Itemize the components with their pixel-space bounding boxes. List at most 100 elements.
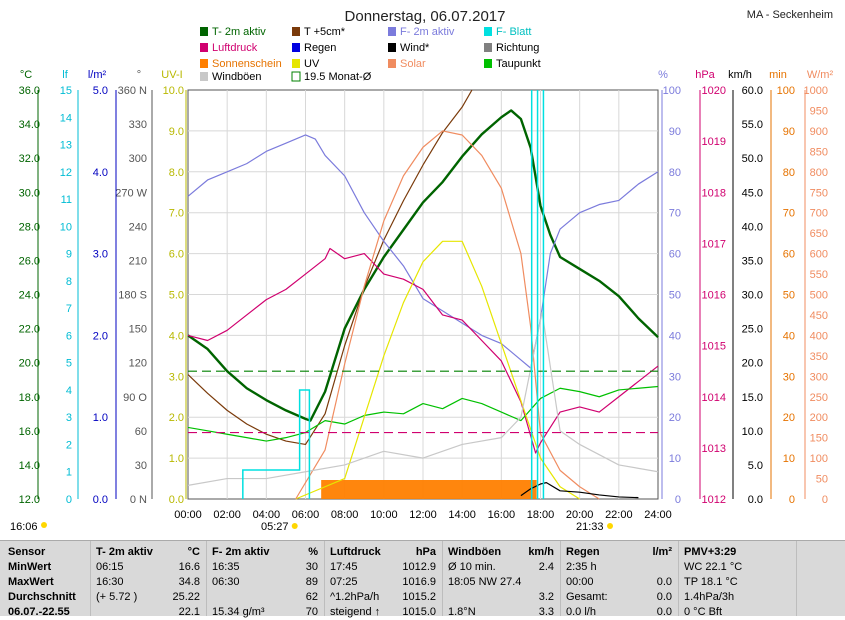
legend-label: T- 2m aktiv xyxy=(212,26,266,38)
stats-rain-column: Regen l/m² 2:35 h 00:00 0.0 Gesamt: 0.0 0.0… xyxy=(566,545,672,620)
stats-cell: Ø 10 min. xyxy=(448,561,496,573)
stats-humidity-column: F- 2m aktiv% 16:35 30 06:30 89 62 15.34 g/… xyxy=(212,545,318,620)
time-tick-label: 02:00 xyxy=(213,509,241,521)
minutes-tick-label: 50 xyxy=(783,290,795,302)
rain-tick-label: 1.0 xyxy=(93,412,108,424)
stats-cell: ^1.2hPa/h xyxy=(330,591,380,603)
stats-cell: 0 °C Bft xyxy=(684,606,723,618)
sunset-time: 21:33 xyxy=(576,521,604,533)
stats-cell: 1.4hPa/3h xyxy=(684,591,735,603)
celsius-tick-label: 28.0 xyxy=(19,221,40,233)
time-tick-label: 08:00 xyxy=(331,509,359,521)
wind-tick-label: 60.0 xyxy=(742,85,763,97)
solar-series xyxy=(295,130,600,500)
time-tick-label: 24:00 xyxy=(644,509,672,521)
stats-hum-title: F- 2m aktiv xyxy=(212,546,270,558)
solar-tick-label: 350 xyxy=(810,351,828,363)
solar-tick-label: 950 xyxy=(810,105,828,117)
lf-tick-label: 10 xyxy=(60,221,72,233)
time-tick-label: 18:00 xyxy=(527,509,555,521)
windb-en-series xyxy=(187,311,659,486)
celsius-tick-label: 12.0 xyxy=(19,494,40,506)
uvi-tick-label: 7.0 xyxy=(169,208,184,220)
stats-row-label: MaxWert xyxy=(8,576,54,588)
stats-value: 62 xyxy=(305,591,318,603)
stats-temp-title: T- 2m aktiv xyxy=(96,546,153,558)
stats-value: 16.6 xyxy=(178,561,200,573)
celsius-axis-unit: °C xyxy=(20,69,32,81)
lf-tick-label: 7 xyxy=(66,303,72,315)
direction-tick-label: 360 N xyxy=(118,85,147,97)
celsius-tick-label: 34.0 xyxy=(19,119,40,131)
lf-tick-label: 5 xyxy=(66,358,72,370)
pressure-tick-label: 1018 xyxy=(702,187,726,199)
rain-tick-label: 5.0 xyxy=(93,85,108,97)
pressure-axis-unit: hPa xyxy=(695,69,715,81)
wind-tick-label: 20.0 xyxy=(742,358,763,370)
humidity-tick-label: 20 xyxy=(669,412,681,424)
uvi-tick-label: 0.0 xyxy=(169,494,184,506)
day-length: 16:06 xyxy=(10,521,38,533)
stats-cell: steigend ↑ xyxy=(330,606,381,618)
uvi-tick-label: 9.0 xyxy=(169,126,184,138)
humidity-tick-label: 10 xyxy=(669,453,681,465)
stats-row-label: MinWert xyxy=(8,561,52,573)
legend-swatch xyxy=(291,71,301,82)
minutes-tick-label: 40 xyxy=(783,330,795,342)
rain-axis-unit: l/m² xyxy=(88,69,107,81)
legend-label: UV xyxy=(304,58,320,70)
weather-chart: Donnerstag, 06.07.2017 MA - Seckenheim T… xyxy=(10,8,834,533)
lf-tick-label: 1 xyxy=(66,467,72,479)
stats-cell: TP 18.1 °C xyxy=(684,576,738,588)
lf-tick-label: 6 xyxy=(66,330,72,342)
direction-tick-label: 150 xyxy=(129,324,147,336)
stats-cell: WC 22.1 °C xyxy=(684,561,743,573)
lf-tick-label: 2 xyxy=(66,439,72,451)
stats-cell: (+ 5.72 ) xyxy=(96,591,138,603)
legend-label: Richtung xyxy=(496,42,539,54)
minutes-tick-label: 10 xyxy=(783,453,795,465)
stats-cell: 07:25 xyxy=(330,576,358,588)
sunrise-icon xyxy=(291,523,298,529)
time-tick-label: 22:00 xyxy=(605,509,633,521)
pressure-tick-label: 1015 xyxy=(702,341,726,353)
humidity-tick-label: 30 xyxy=(669,371,681,383)
celsius-tick-label: 16.0 xyxy=(19,426,40,438)
humidity-tick-label: 0 xyxy=(675,494,681,506)
sunset-icon xyxy=(607,523,614,529)
legend-swatch xyxy=(292,59,300,68)
chart-grid xyxy=(188,90,658,499)
solar-tick-label: 250 xyxy=(810,392,828,404)
minutes-tick-label: 80 xyxy=(783,167,795,179)
direction-tick-label: 90 O xyxy=(123,392,147,404)
stats-rain-unit: l/m² xyxy=(652,546,672,558)
station-name: MA - Seckenheim xyxy=(747,9,833,21)
lf-tick-label: 15 xyxy=(60,85,72,97)
legend-swatch xyxy=(200,59,208,68)
solar-tick-label: 1000 xyxy=(804,85,828,97)
direction-tick-label: 30 xyxy=(135,460,147,472)
celsius-tick-label: 14.0 xyxy=(19,460,40,472)
stats-value: 0.0 xyxy=(656,576,672,588)
legend-label: Solar xyxy=(400,58,426,70)
luftdruck-series xyxy=(187,247,659,454)
direction-tick-label: 210 xyxy=(129,255,147,267)
sun-icon xyxy=(41,522,47,528)
stats-rain-title: Regen xyxy=(566,546,600,558)
legend-swatch xyxy=(200,72,208,81)
legend-label: Taupunkt xyxy=(496,58,541,70)
lf-tick-label: 12 xyxy=(60,167,72,179)
stats-cell: 2:35 h xyxy=(566,561,597,573)
chart-axes: 36.034.032.030.028.026.024.022.020.018.0… xyxy=(19,69,834,506)
legend-swatch xyxy=(484,27,492,36)
stats-value: 1012.9 xyxy=(402,561,436,573)
stats-cell: 17:45 xyxy=(330,561,358,573)
t-2m-aktiv-series xyxy=(187,109,659,422)
stats-cell: 18:05 NW 27.4 xyxy=(448,576,522,588)
legend-label: F- Blatt xyxy=(496,26,531,38)
stats-value: 3.2 xyxy=(538,591,554,603)
stats-wind-title: Windböen xyxy=(448,546,502,558)
legend-swatch xyxy=(292,27,300,36)
solar-tick-label: 450 xyxy=(810,310,828,322)
stats-value: 2.4 xyxy=(538,561,554,573)
